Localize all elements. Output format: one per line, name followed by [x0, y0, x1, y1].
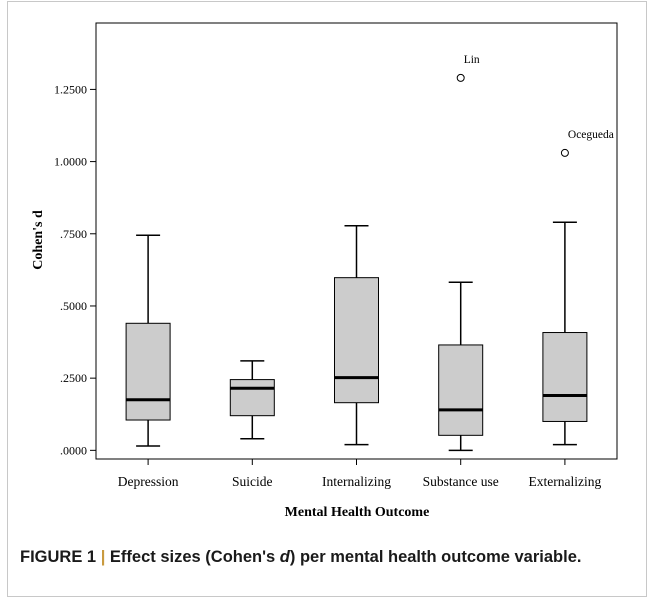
- box-externalizing: [542, 221, 588, 446]
- x-tick-label: Depression: [118, 474, 179, 489]
- figure-caption: FIGURE 1 | Effect sizes (Cohen's d) per …: [20, 545, 630, 570]
- outlier-point: [456, 73, 465, 82]
- y-tick-label: .0000: [60, 443, 87, 457]
- box-suicide: [229, 360, 275, 440]
- caption-text-italic: d: [279, 548, 290, 566]
- y-tick-label: 1.0000: [54, 155, 87, 169]
- outlier-point: [560, 148, 569, 157]
- y-tick-label: 1.2500: [54, 82, 87, 96]
- y-axis-ticks: .0000 .2500 .5000 .7500 1.0000 1.2500: [54, 82, 96, 457]
- x-tick-label: Internalizing: [322, 474, 391, 489]
- x-tick-label: Externalizing: [529, 474, 602, 489]
- figure-label: FIGURE 1: [20, 548, 97, 566]
- outlier-label: Ocegueda: [568, 129, 614, 141]
- caption-text-after: ) per mental health outcome variable.: [289, 548, 582, 566]
- caption-text-before: Effect sizes (Cohen's: [109, 548, 280, 566]
- box-iqr: [229, 379, 275, 417]
- x-tick-label: Substance use: [423, 474, 499, 489]
- box-iqr: [438, 344, 484, 436]
- box-depression: [125, 234, 171, 447]
- x-axis-ticks: Depression Suicide Internalizing Substance …: [118, 459, 602, 489]
- outliers: Lin Ocegueda: [456, 54, 614, 157]
- y-tick-label: .2500: [60, 371, 87, 385]
- box-iqr: [542, 332, 588, 422]
- y-tick-label: .7500: [60, 227, 87, 241]
- box-internalizing: [334, 224, 379, 446]
- box-iqr: [334, 277, 379, 404]
- caption-separator: |: [96, 548, 110, 566]
- box-iqr: [125, 322, 171, 421]
- x-axis-label: Mental Health Outcome: [285, 505, 430, 520]
- box-substance-use: [438, 281, 484, 452]
- y-tick-label: .5000: [60, 299, 87, 313]
- boxes: [125, 221, 588, 452]
- x-tick-label: Suicide: [232, 474, 273, 489]
- box-plot-chart: .0000 .2500 .5000 .7500 1.0000 1.2500 Depress…: [31, 22, 618, 520]
- y-axis-label: Cohen's d: [31, 210, 46, 270]
- outlier-label: Lin: [464, 54, 480, 66]
